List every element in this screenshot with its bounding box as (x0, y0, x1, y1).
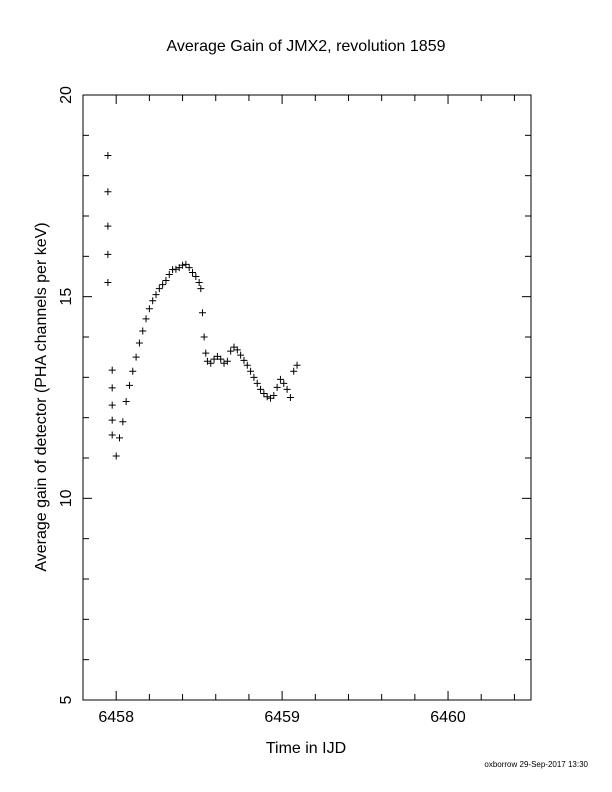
point (132, 353, 140, 361)
point (159, 281, 167, 289)
point (104, 152, 112, 159)
y-tick-label: 15 (58, 288, 75, 306)
y-tick-label: 10 (58, 489, 75, 507)
point (276, 375, 284, 383)
footer: oxborrow 29-Sep-2017 13:30 (484, 760, 588, 769)
point (155, 285, 163, 293)
point (217, 355, 225, 363)
point (129, 367, 137, 375)
chart-title: Average Gain of JMX2, revolution 1859 (167, 38, 446, 55)
point (260, 389, 268, 397)
point (243, 361, 251, 369)
x-tick-label: 6460 (430, 709, 466, 726)
point (263, 393, 271, 401)
point (162, 277, 170, 285)
x-tick-label: 6459 (264, 709, 300, 726)
point (233, 346, 241, 354)
point (119, 418, 127, 426)
point (185, 264, 193, 272)
x-axis-label: Time in IJD (266, 740, 346, 757)
point (104, 188, 112, 196)
point (257, 385, 265, 393)
point (197, 285, 205, 293)
point (149, 297, 157, 305)
point (250, 373, 258, 381)
point (207, 359, 215, 367)
point (145, 305, 153, 313)
point (179, 261, 187, 269)
point (237, 351, 245, 359)
point (192, 273, 200, 280)
point (280, 379, 288, 387)
point (247, 367, 255, 375)
point (108, 416, 116, 424)
plot-frame (82, 94, 532, 701)
point (195, 279, 203, 287)
point (108, 401, 116, 409)
point (152, 291, 160, 299)
point (290, 367, 298, 375)
point (104, 279, 112, 287)
point (172, 265, 180, 273)
point (108, 384, 116, 392)
point (273, 383, 281, 391)
point (240, 356, 248, 364)
y-axis-label: Average gain of detector (PHA channels p… (33, 222, 50, 571)
point (223, 357, 231, 365)
y-tick-label: 5 (58, 695, 75, 704)
x-tick-label: 6458 (98, 709, 134, 726)
point (112, 452, 120, 460)
point (125, 381, 133, 389)
point (104, 250, 112, 258)
point (116, 434, 124, 442)
point (198, 309, 206, 317)
point (200, 333, 208, 341)
point (104, 222, 112, 230)
point (283, 385, 291, 393)
point (165, 270, 173, 278)
point (227, 347, 235, 355)
point (122, 398, 130, 406)
point (189, 268, 197, 276)
point (108, 366, 116, 374)
point (108, 431, 116, 439)
point (139, 327, 147, 335)
point (135, 339, 143, 347)
point (270, 391, 278, 399)
point (286, 394, 294, 401)
point (253, 379, 261, 387)
y-tick-label: 20 (58, 86, 75, 104)
point (202, 349, 210, 357)
point (293, 361, 301, 369)
point (142, 315, 150, 323)
point (182, 260, 190, 268)
